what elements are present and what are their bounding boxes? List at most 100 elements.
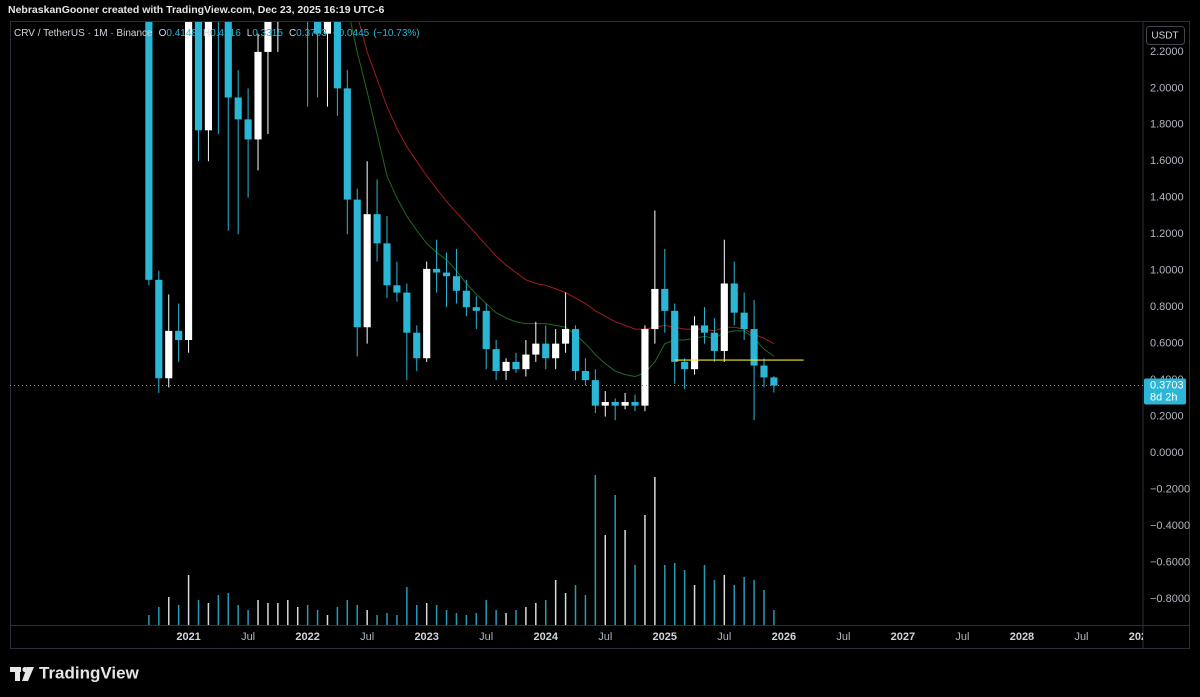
- volume-bar: [336, 607, 339, 625]
- candle-body: [165, 330, 173, 379]
- y-tick-label: 1.2000: [1150, 228, 1184, 240]
- x-tick-label: Jul: [955, 631, 969, 643]
- y-tick-label: −0.8000: [1150, 593, 1190, 605]
- candle-body: [482, 310, 490, 350]
- volume-bar: [326, 615, 329, 625]
- volume-bar: [227, 593, 230, 625]
- volume-bar: [763, 590, 765, 625]
- legend-symbol: CRV / TetherUS · 1M · Binance: [14, 28, 153, 39]
- volume-bar: [574, 585, 577, 625]
- ohlc-legend: CRV / TetherUS · 1M · Binance O0.4148 H0.4…: [14, 28, 420, 39]
- candle-body: [383, 243, 391, 286]
- candle-body: [333, 22, 341, 89]
- candle-body: [224, 22, 232, 98]
- logo-icon: [22, 667, 34, 681]
- volume-bar: [406, 587, 408, 625]
- volume-bar: [624, 530, 626, 625]
- volume-bar: [217, 595, 220, 625]
- candle-body: [700, 325, 709, 333]
- legend-change: −0.0445: [333, 28, 370, 39]
- legend-change-pct: (−10.73%): [373, 28, 419, 39]
- volume-bar: [455, 613, 458, 625]
- x-tick-label: Jul: [479, 631, 493, 643]
- volume-bar: [257, 600, 259, 625]
- candle-body: [472, 307, 480, 311]
- candle-body: [145, 22, 153, 280]
- volume-bar: [296, 607, 299, 625]
- volume-bar: [187, 575, 190, 625]
- legend-value: 0.4148: [166, 28, 197, 39]
- x-tick-label: 2024: [533, 631, 558, 643]
- legend-value: 0.4216: [210, 28, 241, 39]
- candle-body: [542, 343, 550, 359]
- volume-bar: [495, 610, 497, 625]
- x-tick-label: 2026: [772, 631, 796, 643]
- volume-bar: [316, 610, 319, 625]
- y-tick-label: 0.0000: [1150, 447, 1184, 459]
- y-tick-label: 1.6000: [1150, 155, 1184, 167]
- x-tick-label: Jul: [241, 631, 255, 643]
- volume-bar: [287, 600, 289, 625]
- volume-bar: [148, 615, 150, 625]
- candle-body: [532, 343, 540, 355]
- candle-body: [373, 214, 381, 244]
- x-tick-label: 2027: [891, 631, 915, 643]
- volume-bar: [356, 605, 358, 625]
- y-tick-label: 2.2000: [1150, 46, 1184, 58]
- x-tick-label: 2021: [176, 631, 200, 643]
- volume-bar: [614, 495, 616, 625]
- x-tick-label: 2028: [1010, 631, 1034, 643]
- candle-body: [690, 325, 699, 370]
- logo-text: TradingView: [39, 663, 140, 682]
- volume-bar: [475, 613, 478, 625]
- candle-body: [710, 332, 718, 351]
- candle-body: [264, 22, 272, 52]
- volume-bar: [346, 600, 349, 625]
- volume-bar: [634, 565, 636, 625]
- y-tick-label: −0.4000: [1150, 520, 1190, 532]
- volume-bar: [465, 615, 468, 625]
- candle-body: [591, 380, 599, 406]
- logo: TradingView: [10, 663, 140, 682]
- candle-body: [393, 285, 401, 293]
- volume-bar: [713, 580, 716, 625]
- candle-body: [611, 401, 619, 406]
- currency: USDT: [1151, 31, 1178, 42]
- volume-bar: [584, 595, 587, 625]
- volume-bar: [604, 535, 607, 625]
- price-label: 0.3703: [1150, 379, 1184, 391]
- volume-bar: [435, 605, 438, 625]
- candle-body: [770, 377, 778, 386]
- candle-body: [571, 329, 580, 371]
- x-tick-label: 2022: [295, 631, 319, 643]
- volume-bar: [177, 605, 180, 625]
- volume-bar: [554, 580, 557, 625]
- candle-body: [601, 401, 609, 406]
- volume-bar: [416, 605, 418, 625]
- x-tick-label: Jul: [836, 631, 850, 643]
- chart-frame: [10, 21, 1190, 649]
- volume-bar: [445, 610, 448, 625]
- candle-body: [442, 272, 451, 277]
- candle-body: [512, 361, 520, 370]
- candle-body: [452, 276, 461, 291]
- volume-bar: [743, 577, 745, 625]
- volume-bar: [654, 477, 656, 625]
- volume-bar: [753, 580, 755, 625]
- candle-body: [730, 283, 738, 313]
- volume-bar: [703, 565, 706, 625]
- volume-bar: [376, 615, 378, 625]
- moving-average: [350, 22, 775, 378]
- candle-body: [502, 361, 510, 371]
- candle-body: [740, 312, 748, 330]
- candle-body: [313, 22, 322, 34]
- candle-body: [581, 370, 589, 381]
- candle-body: [631, 401, 639, 406]
- legend-value: 0.3703: [296, 28, 327, 39]
- volume-bar: [485, 600, 487, 625]
- volume-bar: [505, 613, 507, 625]
- y-tick-label: 0.2000: [1150, 410, 1184, 422]
- candle-body: [363, 214, 371, 328]
- volume-bar: [773, 610, 775, 625]
